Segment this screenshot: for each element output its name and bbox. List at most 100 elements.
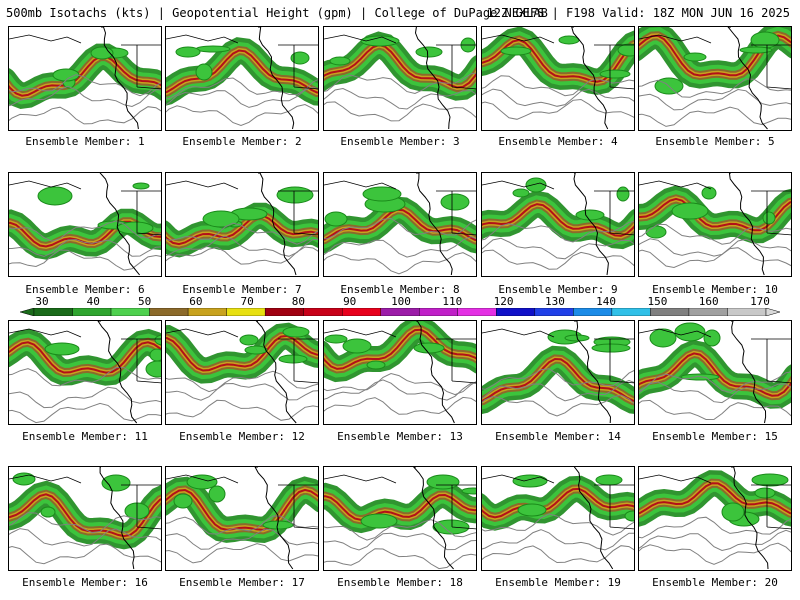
height-contour	[166, 246, 318, 265]
colorbar-swatch	[226, 308, 266, 316]
coastline	[166, 474, 239, 484]
height-contour	[482, 249, 634, 270]
colorbar-tick-label: 100	[391, 295, 411, 308]
coastline	[639, 328, 712, 338]
political-border	[436, 44, 476, 90]
isotach-blob	[750, 31, 780, 49]
ensemble-map	[482, 321, 634, 424]
colorbar-tick-label: 120	[493, 295, 514, 308]
political-border	[436, 484, 476, 530]
height-contour	[166, 370, 318, 393]
coastline	[639, 180, 712, 190]
ensemble-map	[166, 173, 318, 276]
ensemble-member-panel	[638, 466, 792, 571]
coastline	[324, 180, 397, 190]
height-contour	[482, 545, 634, 564]
coastline	[9, 474, 82, 484]
colorbar-swatch	[33, 308, 73, 316]
isotach-band	[482, 487, 634, 519]
coastline	[9, 34, 82, 44]
ensemble-map	[324, 27, 476, 130]
isotach-band	[9, 55, 161, 97]
height-contour	[9, 402, 161, 424]
coastline	[99, 467, 135, 570]
coastline	[413, 467, 454, 570]
height-contour	[639, 238, 791, 257]
header-title: 500mb Isotachs (kts) | Geopotential Heig…	[6, 6, 548, 20]
colorbar-tick-label: 150	[647, 295, 668, 308]
colorbar-tick-labels: 30 40 50 60 70 80 90 100 110 120 130 140 150 160 170	[0, 296, 800, 308]
colorbar-swatch	[303, 308, 343, 316]
coastline	[731, 467, 769, 570]
isotach-blob	[145, 360, 161, 378]
coastline	[482, 180, 555, 190]
ensemble-member-panel	[165, 466, 319, 571]
political-border	[278, 484, 318, 530]
isotach-blob	[599, 69, 631, 79]
political-border	[436, 190, 476, 236]
ensemble-map	[324, 173, 476, 276]
isotach-blob	[173, 493, 193, 509]
ensemble-member-label: Ensemble Member: 3	[340, 135, 460, 148]
isotach-band	[9, 341, 161, 374]
map-header: 500mb Isotachs (kts) | Geopotential Heig…	[6, 6, 796, 20]
ensemble-map	[9, 467, 161, 570]
ensemble-member-label: Ensemble Member: 12	[179, 430, 305, 443]
colorbar-tick-label: 110	[442, 295, 463, 308]
height-contour	[639, 529, 791, 552]
height-contour	[9, 386, 161, 409]
height-contour	[324, 396, 476, 415]
colorbar-swatch	[264, 308, 304, 316]
isotach-blob	[360, 513, 398, 529]
isotach-blob	[754, 487, 776, 499]
colorbar-swatch	[496, 308, 536, 316]
colorbar-max-arrow	[765, 308, 780, 316]
isotach-blob	[703, 329, 721, 347]
ensemble-map	[9, 173, 161, 276]
coastline	[574, 321, 612, 424]
political-border	[436, 338, 476, 384]
colorbar-swatch	[419, 308, 458, 316]
isotach-blob	[671, 202, 709, 220]
isotach-blob	[290, 51, 310, 65]
ensemble-member-label: Ensemble Member: 16	[22, 576, 148, 589]
political-border	[594, 484, 634, 530]
isotach-band	[639, 352, 791, 397]
isotach-blob	[617, 43, 634, 57]
coastline	[482, 34, 555, 44]
ensemble-map	[9, 27, 161, 130]
height-contour	[639, 381, 791, 404]
isotach-band	[166, 334, 318, 372]
political-border	[121, 190, 161, 236]
height-contour	[166, 528, 318, 550]
ensemble-member-label: Ensemble Member: 4	[498, 135, 618, 148]
colorbar-tick-label: 70	[240, 295, 254, 308]
isotach-blob	[649, 328, 677, 348]
height-contour	[166, 382, 318, 401]
colorbar-tick-label: 90	[343, 295, 357, 308]
ensemble-member-label: Ensemble Member: 17	[179, 576, 305, 589]
ensemble-member-panel	[165, 172, 319, 277]
ensemble-map	[166, 467, 318, 570]
height-contour	[639, 88, 791, 111]
isotach-blob	[208, 485, 226, 503]
coastline	[639, 34, 712, 44]
political-border	[278, 190, 318, 236]
height-contour	[166, 103, 318, 127]
height-contour	[324, 252, 476, 275]
isotach-blob	[440, 193, 470, 211]
isotach-blob	[329, 56, 351, 66]
height-contour	[9, 543, 161, 565]
coastline	[731, 321, 767, 424]
isotach-blob	[721, 502, 745, 522]
political-border	[751, 484, 791, 530]
isotach-band	[324, 43, 476, 89]
ensemble-member-label: Ensemble Member: 19	[495, 576, 621, 589]
political-border	[121, 44, 161, 90]
isotach-blob	[324, 334, 348, 344]
political-border	[121, 484, 161, 530]
colorbar-swatch	[72, 308, 112, 316]
isotach-blob	[616, 186, 630, 202]
coastline	[324, 328, 397, 338]
political-border	[751, 44, 791, 90]
